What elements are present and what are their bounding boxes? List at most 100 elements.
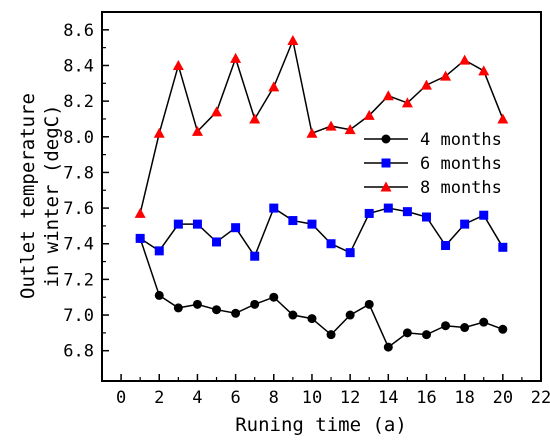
data-point [402,328,412,338]
data-point [212,237,222,247]
y-tick-label: 7.2 [63,270,94,290]
x-tick-label: 14 [378,388,398,408]
data-point [250,299,260,309]
data-point [192,299,202,309]
series-layer [134,35,509,352]
data-point [498,242,508,252]
y-tick-label: 8.2 [63,92,94,112]
data-point [307,219,317,229]
series-6-months [135,203,508,261]
data-point [211,106,223,117]
legend-marker [381,158,391,168]
data-point [287,35,299,46]
data-point [249,113,261,124]
data-point [478,65,490,76]
data-point [383,342,393,352]
x-axis-label: Runing time (a) [235,414,407,436]
data-point [231,308,241,318]
x-tick-label: 4 [192,388,202,408]
y-tick-label: 7.8 [63,163,94,183]
data-point [325,120,337,131]
data-point [307,314,317,324]
legend-label: 4 months [420,130,502,150]
data-point [363,109,375,120]
data-point [497,113,509,124]
series-line [139,238,504,349]
x-tick-label: 16 [416,388,436,408]
series-8-months [134,35,509,218]
data-point [460,323,470,333]
x-tick-label: 22 [531,388,550,408]
data-point [154,290,164,300]
data-point [383,203,393,213]
data-point [153,127,165,138]
y-tick-label: 7.0 [63,306,94,326]
data-point [345,248,355,258]
data-point [345,310,355,320]
y-tick-label: 8.0 [63,128,94,148]
data-point [191,125,203,136]
y-axis-label-line2: in winter (degC) [41,104,63,287]
axis-ticks [102,29,542,381]
data-point [421,212,431,222]
data-point [460,219,470,229]
data-point [269,292,279,302]
data-point [326,330,336,340]
data-point [479,317,489,327]
y-tick-label: 8.4 [63,56,94,76]
data-point [364,208,374,218]
data-point [172,59,184,70]
x-tick-label: 2 [154,388,164,408]
data-point [288,310,298,320]
data-point [441,321,451,331]
data-point [441,241,451,251]
data-point [344,124,356,135]
data-point [288,216,298,226]
data-point [154,246,164,256]
data-point [420,79,432,90]
y-tick-label: 7.4 [63,235,94,255]
y-tick-label: 7.6 [63,199,94,219]
data-point [230,52,242,63]
legend-marker [380,181,392,192]
legend-label: 6 months [420,154,502,174]
data-point [212,305,222,315]
data-point [134,207,146,218]
data-point [401,97,413,108]
y-tick-label: 8.6 [63,21,94,41]
data-point [231,223,241,233]
x-tick-label: 20 [493,388,513,408]
x-tick-label: 10 [302,388,322,408]
data-point [498,324,508,334]
data-point [402,207,412,217]
y-tick-label: 6.8 [63,342,94,362]
data-point [250,251,260,261]
x-tick-label: 12 [340,388,360,408]
data-point [364,299,374,309]
data-point [306,127,318,138]
data-point [459,54,471,65]
legend-marker [381,134,391,144]
data-point [479,210,489,220]
data-point [135,233,145,243]
data-point [382,90,394,101]
data-point [192,219,202,229]
x-tick-label: 6 [230,388,240,408]
y-axis-label-line1: Outlet temperature [17,93,39,299]
x-tick-label: 8 [269,388,279,408]
series-4-months [135,233,508,352]
legend: 4 months 6 months 8 months [364,130,502,198]
data-point [269,203,279,213]
data-point [326,239,336,249]
data-point [173,219,183,229]
x-tick-label: 18 [454,388,474,408]
tick-labels: 0 2 4 6 8 10 12 14 16 18 20 22 6.8 7.0 7.2 7.4 7.6 7.8 8.0… [63,21,550,408]
legend-label: 8 months [420,178,502,198]
plot-frame [101,11,542,382]
data-point [440,70,452,81]
data-point [268,81,280,92]
data-point [173,303,183,313]
x-tick-label: 0 [116,388,126,408]
data-point [421,330,431,340]
